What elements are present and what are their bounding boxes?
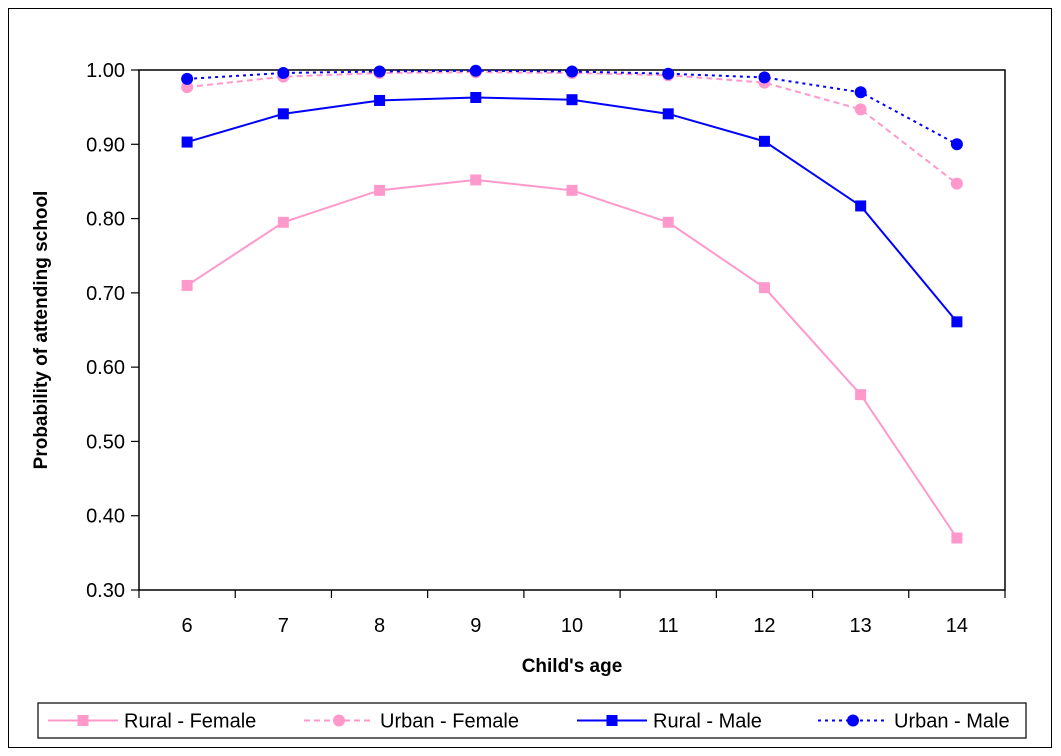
legend-label: Rural - Male [653, 711, 762, 733]
legend-marker [77, 715, 89, 726]
data-point [854, 103, 867, 116]
legend-item: Urban - Male [818, 711, 1010, 733]
data-point [854, 86, 867, 99]
data-point [566, 94, 578, 106]
x-tick-label: 12 [753, 615, 775, 637]
data-point [470, 174, 482, 186]
x-tick-label: 13 [850, 615, 872, 637]
data-point [758, 135, 770, 147]
legend-marker [333, 714, 345, 727]
y-tick-label: 0.40 [86, 506, 125, 528]
data-point [662, 216, 674, 228]
data-point [277, 66, 290, 79]
y-tick-label: 0.90 [86, 134, 125, 156]
data-point [855, 200, 867, 212]
x-tick-label: 7 [278, 615, 289, 637]
data-point [950, 138, 963, 151]
data-point [951, 316, 963, 328]
legend-label: Rural - Female [124, 711, 256, 733]
y-tick-label: 0.50 [86, 431, 125, 453]
series-layer [181, 64, 963, 544]
data-point [758, 282, 770, 294]
legend-item: Rural - Female [48, 711, 256, 733]
series-rural-male [181, 91, 963, 328]
data-point [566, 184, 578, 196]
y-axis-title: Probability of attending school [31, 191, 52, 470]
y-tick-label: 0.30 [86, 580, 125, 602]
data-point [470, 91, 482, 103]
x-tick-label: 9 [470, 615, 481, 637]
data-point [277, 216, 289, 228]
plot-area [138, 69, 1006, 591]
x-tick-label: 6 [182, 615, 193, 637]
y-axis: 0.30 0.40 0.50 0.60 0.70 0.80 0.90 1.00 [86, 60, 139, 602]
data-point [374, 184, 386, 196]
data-point [469, 64, 482, 77]
data-point [758, 71, 771, 84]
legend-marker [606, 715, 618, 726]
data-point [662, 67, 675, 80]
legend-marker [847, 714, 859, 727]
legend-label: Urban - Male [894, 711, 1010, 733]
data-point [373, 65, 386, 78]
data-point [662, 108, 674, 120]
series-urban-male [181, 64, 963, 151]
data-point [855, 389, 867, 401]
data-point [277, 108, 289, 120]
x-tick-label: 10 [561, 615, 583, 637]
legend-items: Rural - Female Urban - Female Rural - Male… [48, 711, 1010, 733]
x-axis-title: Child's age [522, 656, 623, 677]
data-point [950, 177, 963, 190]
x-tick-label: 11 [658, 615, 679, 637]
y-tick-label: 0.60 [86, 357, 125, 379]
data-point [181, 72, 194, 85]
y-tick-label: 1.00 [86, 60, 125, 82]
x-tick-label: 8 [374, 615, 385, 637]
data-point [566, 65, 578, 78]
legend-item: Rural - Male [577, 711, 762, 733]
data-point [374, 94, 386, 106]
series-rural-female [181, 174, 963, 544]
data-point [951, 532, 963, 544]
legend-label: Urban - Female [380, 711, 519, 733]
y-tick-label: 0.80 [86, 209, 125, 231]
data-point [181, 136, 193, 148]
legend-item: Urban - Female [304, 711, 519, 733]
x-axis: 6 7 8 9 10 11 12 13 14 [138, 590, 1006, 637]
data-point [181, 279, 193, 291]
y-tick-label: 0.70 [86, 283, 125, 305]
x-tick-label: 14 [946, 615, 968, 637]
